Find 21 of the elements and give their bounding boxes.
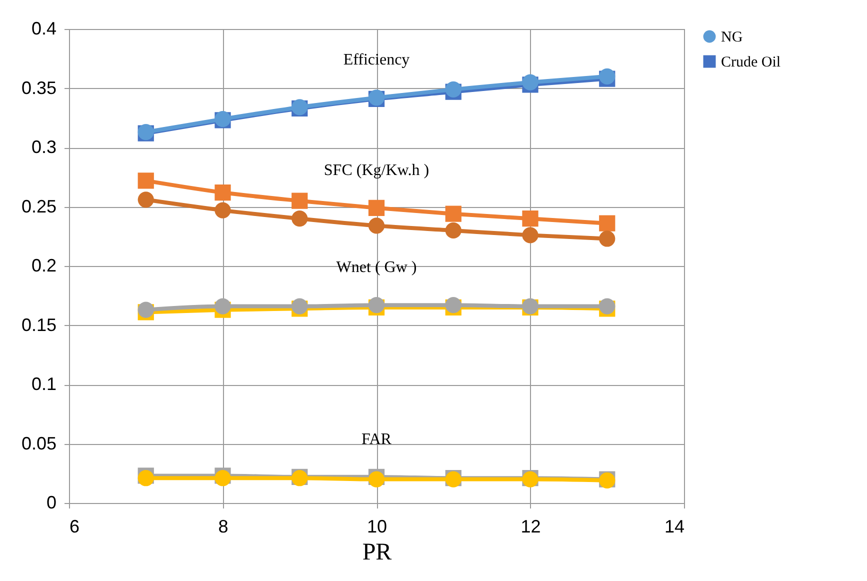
annotation: Efficiency (343, 52, 410, 69)
legend-label: Crude Oil (721, 54, 781, 70)
x-tick-label: 10 (366, 516, 388, 536)
y-tick-label: 0.15 (21, 314, 56, 335)
y-tick-label: 0.25 (21, 196, 56, 216)
annotation: Wnet ( Gw ) (336, 259, 417, 276)
y-tick-label: 0.35 (21, 78, 56, 98)
y-tick-label: 0.1 (31, 374, 56, 394)
x-tick-label: 8 (218, 516, 228, 536)
x-axis-title: PR (362, 540, 392, 566)
annotation: FAR (362, 430, 392, 448)
y-tick-label: 0.05 (21, 433, 56, 454)
x-tick-label: 12 (520, 516, 541, 536)
y-tick-label: 0.3 (31, 137, 56, 157)
x-tick-label: 14 (664, 516, 684, 536)
y-tick-label: 0 (46, 492, 56, 512)
annotation: SFC (Kg/Kw.h ) (324, 162, 430, 179)
y-tick-label: 0.2 (31, 256, 56, 276)
y-tick-label: 0.4 (31, 18, 56, 38)
x-tick-label: 6 (70, 516, 80, 536)
legend-label: NG (721, 30, 743, 46)
